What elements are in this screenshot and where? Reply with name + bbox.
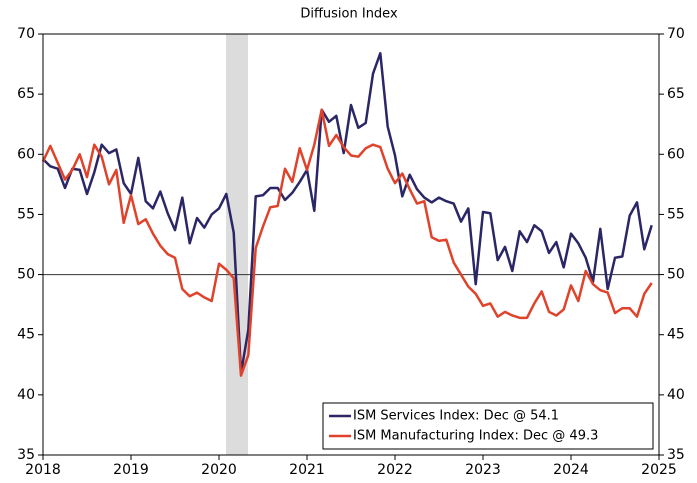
y-tick-label: 45 [17,327,35,343]
series-line [42,52,653,375]
y-tick-label: 55 [17,206,35,222]
y2-tick-label: 65 [667,86,685,102]
y-tick-label: 40 [17,387,35,403]
x-tick-label: 2022 [377,462,413,478]
legend-label: ISM Manufacturing Index: Dec @ 49.3 [353,429,598,444]
y-tick-label: 60 [17,146,35,162]
legend-box [322,402,654,450]
y2-tick-label: 35 [667,447,685,463]
y-tick-label: 70 [17,26,35,42]
chart-subtitle: Diffusion Index [300,7,398,22]
y-tick-label: 35 [17,447,35,463]
shaded-period [226,34,249,455]
y2-tick-label: 55 [667,206,685,222]
y2-tick-label: 45 [667,327,685,343]
x-tick-label: 2018 [25,462,61,478]
y2-tick-label: 70 [667,26,685,42]
y2-tick-label: 60 [667,146,685,162]
plot-frame [42,33,660,456]
x-tick-label: 2025 [641,462,677,478]
legend-label: ISM Services Index: Dec @ 54.1 [353,409,559,424]
y2-tick-label: 50 [667,267,685,283]
y2-tick-label: 40 [667,387,685,403]
x-tick-label: 2021 [289,462,325,478]
y-tick-label: 50 [17,267,35,283]
x-tick-label: 2024 [553,462,589,478]
x-tick-label: 2020 [201,462,237,478]
x-tick-label: 2023 [465,462,501,478]
series-line [41,108,653,377]
x-tick-label: 2019 [113,462,149,478]
y-tick-label: 65 [17,86,35,102]
